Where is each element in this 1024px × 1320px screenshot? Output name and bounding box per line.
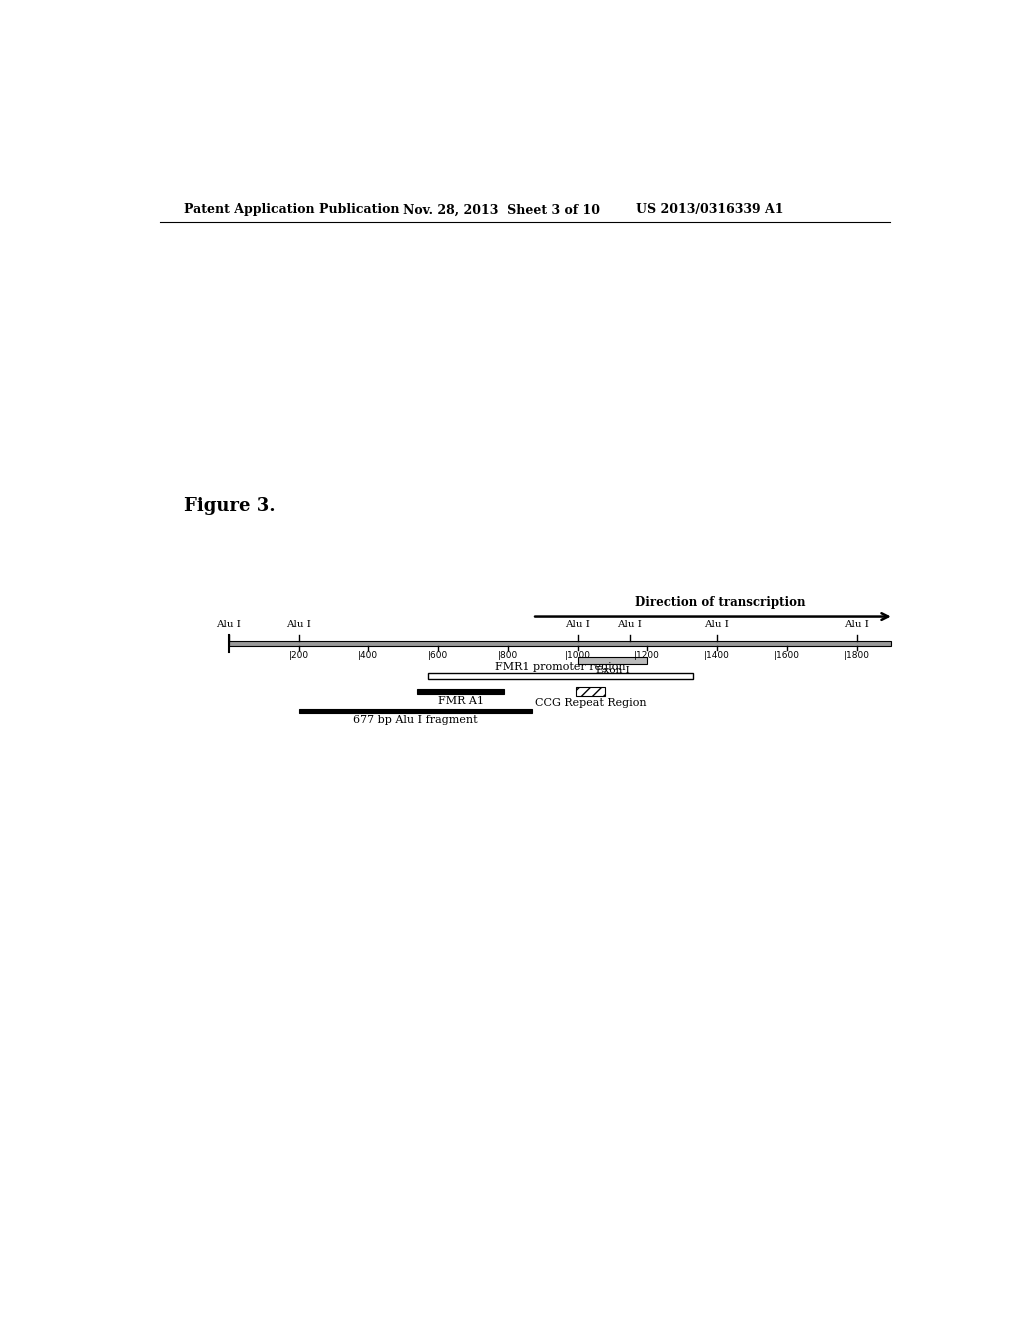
Text: Nov. 28, 2013  Sheet 3 of 10: Nov. 28, 2013 Sheet 3 of 10 — [403, 203, 600, 216]
Text: US 2013/0316339 A1: US 2013/0316339 A1 — [636, 203, 783, 216]
Text: Alu I: Alu I — [286, 620, 311, 628]
Text: |200: |200 — [289, 651, 308, 660]
Text: FMR1 promoter region: FMR1 promoter region — [495, 661, 626, 672]
Text: |1000: |1000 — [564, 651, 591, 660]
Text: |1600: |1600 — [774, 651, 800, 660]
Bar — [417, 689, 504, 694]
Text: FMR A1: FMR A1 — [437, 696, 483, 706]
Text: |600: |600 — [428, 651, 449, 660]
Text: 677 bp Alu I fragment: 677 bp Alu I fragment — [353, 715, 477, 726]
Text: Figure 3.: Figure 3. — [183, 498, 275, 515]
Text: CCG Repeat Region: CCG Repeat Region — [535, 698, 646, 708]
Text: |400: |400 — [358, 651, 378, 660]
Text: Alu I: Alu I — [565, 620, 590, 628]
Bar — [428, 673, 692, 678]
Text: Direction of transcription: Direction of transcription — [636, 595, 806, 609]
Text: Exon I: Exon I — [596, 665, 630, 675]
Bar — [299, 709, 532, 713]
Text: Patent Application Publication: Patent Application Publication — [183, 203, 399, 216]
Text: |1200: |1200 — [634, 651, 660, 660]
Text: Alu I: Alu I — [216, 620, 242, 628]
Text: |1800: |1800 — [844, 651, 869, 660]
Text: Alu I: Alu I — [705, 620, 729, 628]
Text: Alu I: Alu I — [617, 620, 642, 628]
Bar — [228, 642, 891, 645]
Bar — [575, 686, 605, 696]
Text: |800: |800 — [498, 651, 518, 660]
Text: |1400: |1400 — [705, 651, 730, 660]
Bar — [578, 657, 647, 664]
Text: Alu I: Alu I — [844, 620, 869, 628]
